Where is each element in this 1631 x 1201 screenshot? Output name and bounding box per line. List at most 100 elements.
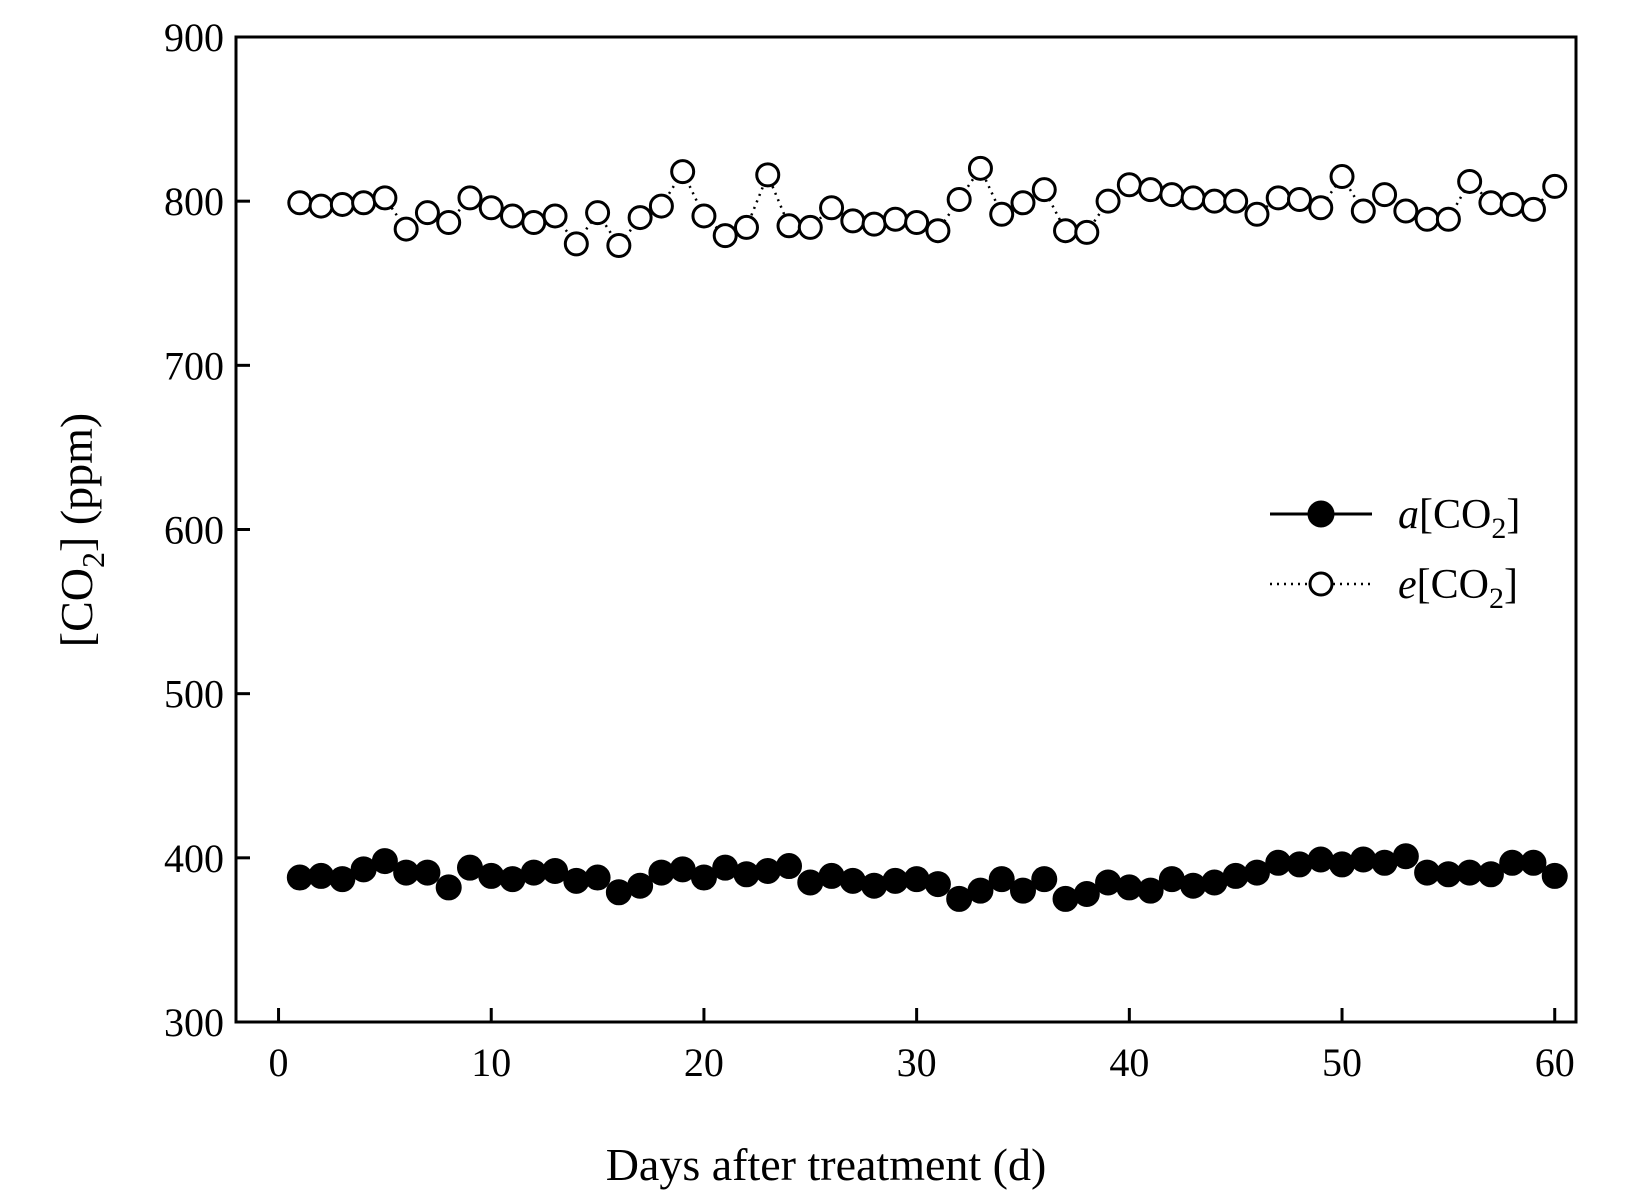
a-co2-point: [776, 853, 803, 880]
legend-e-label: e[CO2]: [1398, 562, 1518, 615]
e-co2-point: [1074, 219, 1100, 245]
e-co2-point: [351, 190, 377, 216]
x-tick-label: 60: [1535, 1040, 1575, 1085]
a-co2-point: [754, 857, 781, 884]
e-co2-point: [1053, 218, 1079, 244]
e-co2-point: [967, 155, 993, 181]
e-co2-point: [712, 223, 738, 249]
e-co2-point: [946, 187, 972, 213]
legend: a[CO2] e[CO2]: [1270, 492, 1520, 615]
e-co2-point: [1457, 168, 1483, 194]
series-a-co2: [286, 843, 1568, 912]
a-co2-point: [903, 866, 930, 893]
x-axis-title: Days after treatment (d): [606, 1139, 1047, 1190]
e-co2-point: [1542, 173, 1568, 199]
e-co2-point: [670, 159, 696, 185]
y-axis-title: [CO2] (ppm): [51, 413, 111, 647]
legend-e-pre: [CO: [1417, 562, 1489, 608]
a-co2-point: [308, 862, 335, 889]
e-co2-point: [755, 162, 781, 188]
x-tick-label: 40: [1109, 1040, 1149, 1085]
e-co2-point: [1414, 206, 1440, 232]
a-co2-point: [1052, 885, 1079, 912]
a-co2-point: [1095, 869, 1122, 896]
e-co2-point: [925, 218, 951, 244]
a-co2-point: [371, 848, 398, 875]
a-co2-point: [435, 874, 462, 901]
e-co2-point: [882, 206, 908, 232]
e-co2-point: [372, 185, 398, 211]
e-co2-point: [1372, 182, 1398, 208]
a-co2-point: [1137, 877, 1164, 904]
e-co2-point: [1180, 185, 1206, 211]
a-co2-point: [1031, 866, 1058, 893]
legend-e-sub: 2: [1489, 582, 1504, 615]
a-co2-point: [967, 877, 994, 904]
y-tick-label: 300: [164, 1000, 224, 1045]
a-co2-point: [861, 872, 888, 899]
x-tick-label: 50: [1322, 1040, 1362, 1085]
a-co2-point: [988, 866, 1015, 893]
e-co2-point: [478, 195, 504, 221]
a-co2-point: [1329, 851, 1356, 878]
e-co2-point: [585, 200, 611, 226]
e-co2-point: [287, 190, 313, 216]
e-co2-point: [1308, 195, 1334, 221]
a-co2-point: [1009, 877, 1036, 904]
y-tick-label: 500: [164, 672, 224, 717]
legend-a-post: ]: [1506, 492, 1520, 538]
e-co2-point: [776, 213, 802, 239]
e-co2-point: [1095, 188, 1121, 214]
a-co2-point: [648, 859, 675, 886]
x-tick-label: 0: [269, 1040, 289, 1085]
y-axis: 300 400 500 600 700 800 900: [164, 15, 250, 1045]
y-tick-label: 700: [164, 343, 224, 388]
a-co2-point: [1392, 843, 1419, 870]
e-co2-point: [563, 231, 589, 257]
legend-a-label: a[CO2]: [1398, 492, 1520, 545]
a-co2-point: [1477, 861, 1504, 888]
a-co2-point: [1243, 859, 1270, 886]
y-tick-label: 400: [164, 836, 224, 881]
a-co2-point: [839, 867, 866, 894]
e-co2-point: [542, 203, 568, 229]
e-co2-point: [1031, 177, 1057, 203]
e-co2-point: [308, 193, 334, 219]
y-tick-label: 600: [164, 508, 224, 553]
a-co2-point: [1116, 874, 1143, 901]
a-co2-point: [1520, 849, 1547, 876]
a-co2-point: [1350, 846, 1377, 873]
e-co2-point: [1393, 198, 1419, 224]
legend-a-pre: [CO: [1419, 492, 1491, 538]
e-co2-point: [414, 200, 440, 226]
a-co2-point: [1286, 851, 1313, 878]
a-co2-point: [1307, 846, 1334, 873]
e-co2-point: [819, 195, 845, 221]
e-co2-point: [1520, 196, 1546, 222]
a-co2-point: [1180, 872, 1207, 899]
x-tick-label: 30: [897, 1040, 937, 1085]
e-co2-point: [1116, 172, 1142, 198]
a-co2-point: [1222, 862, 1249, 889]
a-co2-point: [563, 867, 590, 894]
e-co2-point: [1478, 190, 1504, 216]
e-co2-point: [329, 191, 355, 217]
y-axis-title-sub: 2: [75, 552, 111, 568]
legend-e-post: ]: [1504, 562, 1518, 608]
e-co2-point: [1350, 198, 1376, 224]
e-co2-point: [627, 205, 653, 231]
e-co2-point: [1010, 190, 1036, 216]
y-tick-label: 900: [164, 15, 224, 60]
e-co2-point: [1138, 177, 1164, 203]
a-co2-point: [818, 862, 845, 889]
e-co2-point: [1265, 185, 1291, 211]
a-co2-point: [733, 861, 760, 888]
a-co2-point: [542, 857, 569, 884]
y-axis-title-post: ] (ppm): [51, 413, 102, 552]
a-co2-point: [329, 866, 356, 893]
x-tick-label: 10: [471, 1040, 511, 1085]
e-co2-point: [733, 214, 759, 240]
x-tick-label: 20: [684, 1040, 724, 1085]
e-co2-point: [648, 193, 674, 219]
